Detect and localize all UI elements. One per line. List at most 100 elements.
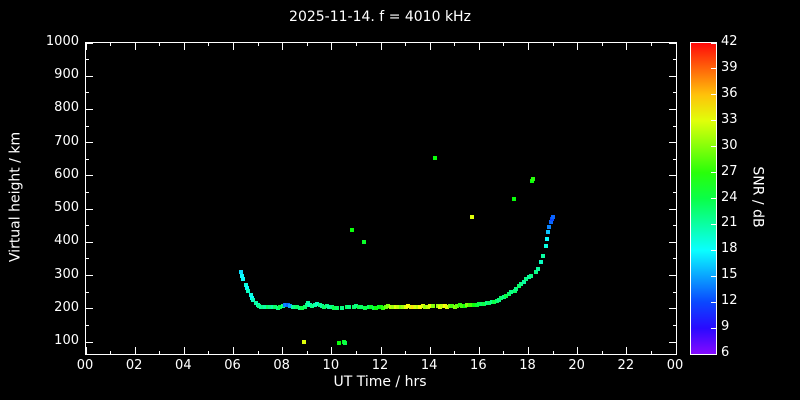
data-point — [457, 303, 462, 308]
x-tick-mark — [675, 43, 677, 50]
x-tick-label: 08 — [273, 358, 290, 373]
y-tick-mark — [86, 341, 93, 343]
x-minor-tick-mark — [159, 43, 161, 46]
colorbar-tick-mark — [711, 223, 716, 225]
data-point — [240, 273, 245, 278]
colorbar-tick-mark — [711, 94, 716, 96]
x-tick-mark — [233, 43, 234, 50]
colorbar-tick-label: 15 — [721, 267, 738, 283]
y-tick-label: 400 — [54, 233, 79, 249]
y-tick-label: 900 — [54, 67, 79, 83]
data-point — [295, 305, 300, 310]
data-point — [275, 305, 280, 310]
x-tick-label: 10 — [322, 358, 340, 373]
data-point — [310, 304, 315, 309]
y-tick-mark — [86, 42, 93, 44]
data-point — [533, 270, 538, 275]
data-point — [484, 301, 489, 306]
data-point — [302, 305, 307, 310]
x-minor-tick-mark — [601, 43, 603, 46]
data-point — [280, 304, 285, 309]
y-minor-tick-mark — [673, 291, 676, 293]
data-point — [548, 220, 553, 225]
data-point — [253, 300, 258, 305]
x-tick-mark — [183, 43, 185, 50]
data-point — [469, 215, 474, 220]
y-minor-tick-mark — [673, 59, 676, 61]
data-point — [320, 304, 324, 309]
x-minor-tick-mark — [355, 351, 357, 354]
x-tick-label: 02 — [125, 358, 143, 373]
x-minor-tick-mark — [454, 351, 456, 354]
data-point — [506, 291, 511, 296]
data-point — [544, 237, 549, 242]
x-tick-mark — [478, 347, 480, 354]
data-point — [391, 305, 396, 310]
x-tick-mark — [282, 43, 284, 50]
data-point — [499, 296, 504, 301]
data-point — [465, 303, 470, 308]
x-minor-tick-mark — [159, 351, 161, 354]
x-minor-tick-mark — [405, 43, 407, 46]
data-point — [497, 297, 501, 302]
data-point — [531, 177, 536, 182]
data-point — [467, 302, 472, 307]
data-point — [482, 301, 487, 306]
y-minor-tick-mark — [673, 192, 676, 194]
data-point — [265, 305, 270, 310]
data-point — [327, 305, 332, 310]
data-point — [403, 305, 408, 310]
y-tick-mark — [669, 275, 676, 277]
x-minor-tick-mark — [650, 351, 652, 354]
y-tick-mark — [669, 75, 676, 77]
y-tick-mark — [86, 208, 93, 210]
data-point — [359, 305, 364, 310]
colorbar-tick-label: 30 — [721, 137, 738, 153]
x-tick-mark — [183, 347, 185, 354]
x-minor-tick-mark — [257, 351, 259, 354]
data-point — [524, 276, 529, 281]
data-point — [379, 305, 383, 310]
data-point — [430, 304, 435, 309]
y-tick-mark — [86, 241, 93, 243]
y-tick-mark — [86, 275, 93, 277]
x-minor-tick-mark — [405, 351, 407, 354]
y-minor-tick-mark — [673, 125, 676, 127]
colorbar-tick-mark — [711, 275, 716, 277]
x-minor-tick-mark — [257, 43, 259, 46]
chart-title: 2025-11-14. f = 4010 kHz — [289, 9, 471, 25]
data-point — [317, 302, 322, 307]
data-point — [487, 300, 492, 305]
x-minor-tick-mark — [355, 43, 357, 46]
y-minor-tick-mark — [86, 324, 89, 326]
data-point — [450, 304, 455, 309]
y-minor-tick-mark — [86, 258, 89, 260]
x-tick-mark — [626, 347, 628, 354]
y-tick-mark — [669, 208, 676, 210]
y-tick-label: 300 — [54, 266, 79, 282]
x-tick-mark — [577, 43, 579, 50]
y-minor-tick-mark — [86, 125, 89, 127]
data-point — [547, 225, 552, 230]
x-minor-tick-mark — [552, 351, 554, 354]
data-point — [245, 285, 250, 290]
data-point — [369, 305, 374, 310]
colorbar-tick-label: 18 — [721, 241, 738, 257]
x-minor-tick-mark — [503, 351, 505, 354]
data-point — [354, 304, 359, 309]
colorbar-tick-label: 42 — [721, 34, 738, 49]
y-tick-label: 500 — [54, 200, 79, 216]
x-tick-label: 04 — [175, 358, 192, 373]
data-point — [420, 304, 425, 309]
data-point — [408, 304, 413, 309]
y-tick-mark — [86, 175, 93, 177]
data-point — [501, 294, 506, 299]
x-tick-mark — [380, 347, 382, 354]
data-point — [337, 341, 342, 346]
colorbar-tick-mark — [711, 172, 716, 174]
colorbar-tick-mark — [711, 42, 716, 44]
colorbar-tick-mark — [711, 146, 716, 148]
x-tick-mark — [85, 43, 87, 50]
x-tick-mark — [478, 43, 480, 50]
data-point — [543, 243, 548, 248]
